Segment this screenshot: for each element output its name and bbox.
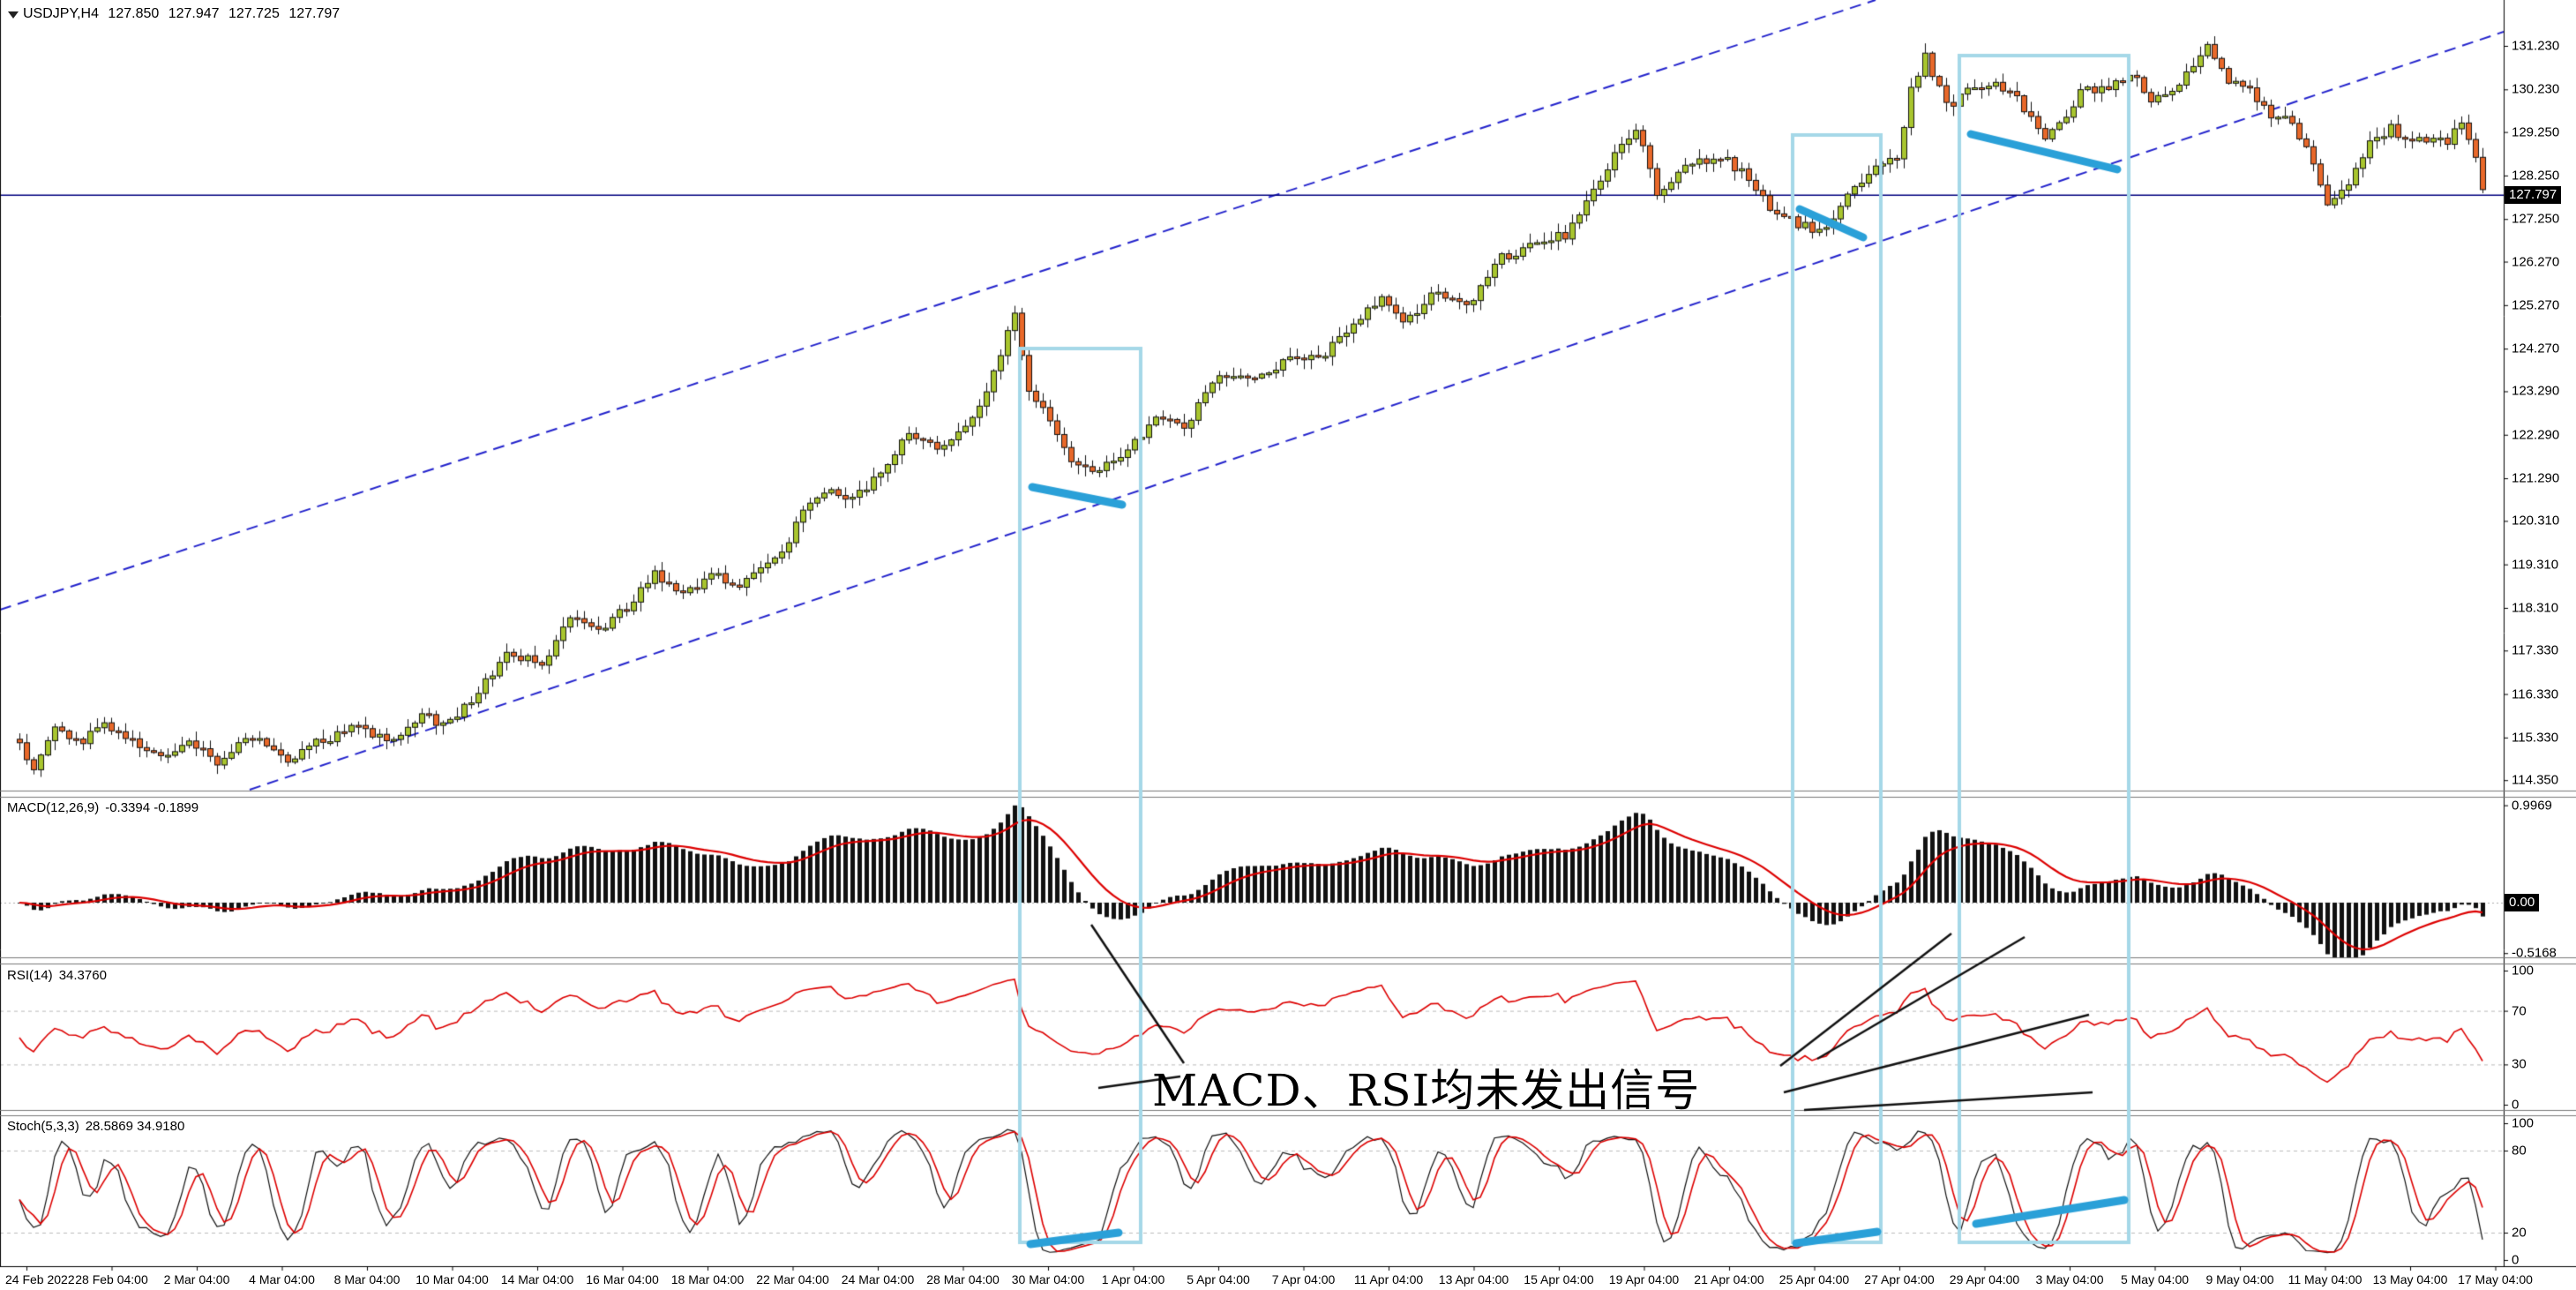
- time-axis-label: 10 Mar 04:00: [416, 1272, 489, 1286]
- time-axis-label: 24 Mar 04:00: [841, 1272, 915, 1286]
- price-axis-label: 116.330: [2512, 686, 2559, 702]
- price-axis-label: 129.250: [2512, 124, 2560, 140]
- time-axis-label: 5 Apr 04:00: [1187, 1272, 1250, 1286]
- rsi-axis-label: 0: [2512, 1097, 2520, 1113]
- macd-axis-label: 0.9969: [2512, 798, 2552, 814]
- stoch-axis-label: 0: [2512, 1252, 2520, 1268]
- macd-pane-label: MACD(12,26,9) -0.3394 -0.1899: [7, 800, 199, 815]
- price-axis-label: 123.290: [2512, 383, 2560, 399]
- ohlc-high: 127.947: [168, 6, 220, 21]
- time-axis-label: 11 Apr 04:00: [1353, 1272, 1424, 1286]
- ohlc-low: 127.725: [228, 6, 280, 21]
- time-axis-label: 19 Apr 04:00: [1608, 1272, 1680, 1286]
- time-axis-label: 27 Apr 04:00: [1864, 1272, 1935, 1286]
- time-axis-label: 28 Feb 04:00: [75, 1272, 148, 1286]
- time-axis-label: 13 May 04:00: [2372, 1272, 2448, 1286]
- time-axis-label: 17 May 04:00: [2458, 1272, 2533, 1286]
- price-axis-label: 125.270: [2512, 297, 2560, 313]
- price-axis-label: 119.310: [2512, 557, 2559, 573]
- rsi-axis-label: 30: [2512, 1056, 2527, 1072]
- time-axis-label: 1 Apr 04:00: [1101, 1272, 1165, 1286]
- time-axis-label: 30 Mar 04:00: [1011, 1272, 1085, 1286]
- symbol-dropdown-icon[interactable]: [8, 11, 19, 19]
- time-axis-label: 25 Apr 04:00: [1778, 1272, 1850, 1286]
- price-axis-label: 122.290: [2512, 427, 2560, 443]
- price-axis-label: 120.310: [2512, 513, 2560, 529]
- time-axis-label: 24 Feb 2022: [5, 1272, 75, 1286]
- ohlc-close: 127.797: [288, 6, 341, 21]
- price-axis-label: 118.310: [2512, 600, 2559, 616]
- time-axis-label: 8 Mar 04:00: [333, 1272, 401, 1286]
- price-axis-label: 130.230: [2512, 81, 2560, 97]
- stoch-pane-label: Stoch(5,3,3) 28.5869 34.9180: [7, 1119, 185, 1134]
- stoch-axis-label: 80: [2512, 1143, 2527, 1159]
- stoch-axis-label: 20: [2512, 1225, 2527, 1241]
- time-axis-label: 13 Apr 04:00: [1438, 1272, 1509, 1286]
- time-axis-label: 5 May 04:00: [2120, 1272, 2190, 1286]
- price-axis-label: 131.230: [2512, 38, 2560, 54]
- stoch-axis-label: 100: [2512, 1115, 2535, 1131]
- time-axis-label: 15 Apr 04:00: [1524, 1272, 1594, 1286]
- time-axis-label: 4 Mar 04:00: [249, 1272, 315, 1286]
- time-axis-label: 3 May 04:00: [2035, 1272, 2104, 1286]
- price-axis-label: 126.270: [2512, 254, 2560, 270]
- time-axis-label: 7 Apr 04:00: [1271, 1272, 1336, 1286]
- chart-title: USDJPY,H4 127.850 127.947 127.725 127.79…: [23, 6, 345, 22]
- time-axis-label: 22 Mar 04:00: [756, 1272, 829, 1286]
- price-axis-label: 128.250: [2512, 168, 2560, 184]
- time-axis-label: 18 Mar 04:00: [670, 1272, 745, 1286]
- macd-zero-tag: 0.00: [2505, 894, 2540, 911]
- annotation-text: MACD、RSI均未发出信号: [1152, 1065, 1701, 1116]
- price-axis-label: 127.250: [2512, 211, 2560, 227]
- time-axis-label: 16 Mar 04:00: [586, 1272, 659, 1286]
- rsi-pane-label: RSI(14) 34.3760: [7, 968, 107, 983]
- price-axis-label: 115.330: [2512, 730, 2559, 746]
- rsi-axis-label: 100: [2512, 963, 2535, 979]
- macd-axis-label: -0.5168: [2512, 945, 2557, 961]
- time-axis-label: 2 Mar 04:00: [163, 1272, 230, 1286]
- time-axis-label: 14 Mar 04:00: [500, 1272, 574, 1286]
- rsi-axis-label: 70: [2512, 1003, 2527, 1019]
- time-axis-label: 9 May 04:00: [2205, 1272, 2274, 1286]
- time-axis-label: 29 Apr 04:00: [1949, 1272, 2020, 1286]
- price-axis-label: 121.290: [2512, 470, 2560, 486]
- ohlc-open: 127.850: [108, 6, 160, 21]
- time-axis-label: 11 May 04:00: [2288, 1272, 2363, 1286]
- price-axis-label: 117.330: [2512, 642, 2559, 658]
- price-axis-label: 114.350: [2512, 772, 2559, 788]
- symbol-label: USDJPY,H4: [23, 6, 99, 21]
- time-axis-label: 21 Apr 04:00: [1694, 1272, 1764, 1286]
- price-axis-label: 124.270: [2512, 341, 2560, 356]
- current-price-tag: 127.797: [2505, 186, 2562, 204]
- time-axis-label: 28 Mar 04:00: [926, 1272, 1000, 1286]
